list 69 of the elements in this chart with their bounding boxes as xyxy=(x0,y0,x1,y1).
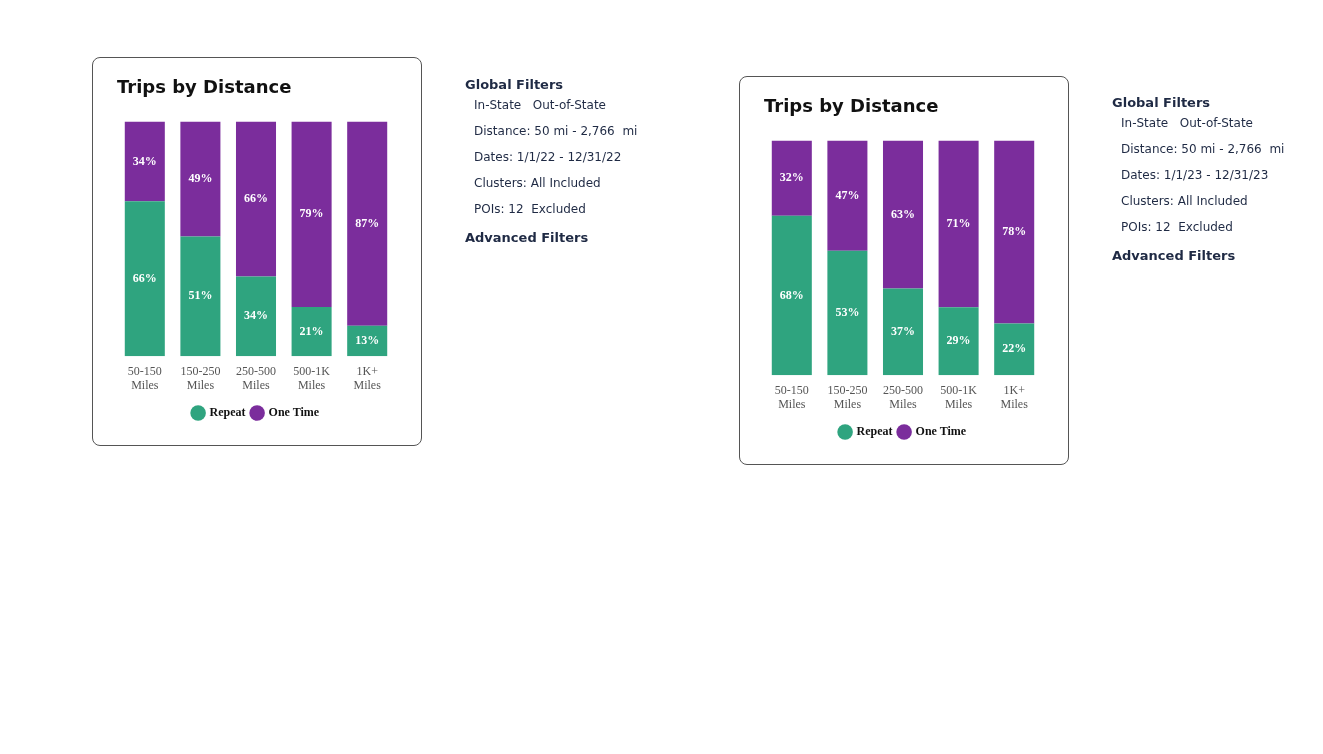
text: Global Filters xyxy=(465,77,565,92)
text: POIs: 12 Excluded xyxy=(474,201,587,218)
data-label: 22% xyxy=(1002,341,1027,356)
legend-label: Repeat xyxy=(856,424,893,439)
data-label: 37% xyxy=(891,323,915,338)
text: Dates: 1/1/22 - 12/31/22 xyxy=(474,149,623,166)
bar xyxy=(291,306,332,357)
text: In-State Out-of-State xyxy=(474,97,607,114)
legend-label: Repeat xyxy=(209,405,246,420)
x-tick-label: 50-150 Miles xyxy=(774,382,809,411)
bar xyxy=(180,121,221,237)
x-tick-label: 150-250 Miles xyxy=(827,382,868,411)
data-label: 21% xyxy=(299,323,324,338)
data-label: 47% xyxy=(835,187,860,202)
bar xyxy=(124,121,165,202)
data-label: 29% xyxy=(946,333,971,348)
data-label: 34% xyxy=(244,308,268,323)
x-tick-label: 250-500 Miles xyxy=(236,363,276,392)
chart-title: Trips by Distance xyxy=(764,95,939,117)
data-label: 51% xyxy=(188,288,213,303)
bar xyxy=(938,140,979,308)
text: POIs: 12 Excluded xyxy=(1121,219,1234,236)
bar xyxy=(938,307,979,376)
x-tick-label: 250-500 Miles xyxy=(883,382,923,411)
x-tick-label: 500-1K Miles xyxy=(293,363,331,392)
data-label: 49% xyxy=(188,171,213,186)
bar xyxy=(994,140,1035,324)
data-label: 66% xyxy=(132,270,157,285)
bar xyxy=(291,121,332,307)
x-tick-label: 500-1K Miles xyxy=(940,382,978,411)
data-label: 66% xyxy=(244,191,268,206)
data-label: 34% xyxy=(132,153,157,168)
text: Advanced Filters xyxy=(465,230,590,245)
bar xyxy=(235,121,277,277)
data-label: 63% xyxy=(891,206,915,221)
bar xyxy=(235,276,277,357)
data-label: 53% xyxy=(835,305,860,320)
bar xyxy=(771,215,812,376)
bar xyxy=(827,250,868,376)
data-label: 71% xyxy=(946,215,971,230)
text: Advanced Filters xyxy=(1112,248,1237,263)
text: Distance: 50 mi - 2,766 mi xyxy=(474,123,639,140)
data-label: 32% xyxy=(779,170,804,185)
legend-label: One Time xyxy=(915,424,967,439)
chart-title: Trips by Distance xyxy=(117,76,292,98)
text: Dates: 1/1/23 - 12/31/23 xyxy=(1121,167,1270,184)
data-label: 78% xyxy=(1002,224,1027,239)
x-tick-label: 1K+ Miles xyxy=(1000,382,1029,411)
bar xyxy=(180,236,221,357)
data-label: 79% xyxy=(299,206,324,221)
x-tick-label: 150-250 Miles xyxy=(180,363,221,392)
data-label: 13% xyxy=(355,333,380,348)
bar xyxy=(882,140,924,289)
text: Global Filters xyxy=(1112,95,1212,110)
bar xyxy=(124,201,165,357)
bar xyxy=(771,140,812,216)
legend-label: One Time xyxy=(268,405,320,420)
bar xyxy=(994,323,1035,376)
bar xyxy=(882,288,924,376)
data-label: 87% xyxy=(355,215,380,230)
x-tick-label: 1K+ Miles xyxy=(353,363,382,392)
bar xyxy=(347,121,388,326)
data-label: 68% xyxy=(779,287,804,302)
text: In-State Out-of-State xyxy=(1121,115,1254,132)
text: Clusters: All Included xyxy=(474,175,602,192)
x-tick-label: 50-150 Miles xyxy=(127,363,162,392)
bar xyxy=(827,140,868,251)
text: Distance: 50 mi - 2,766 mi xyxy=(1121,141,1286,158)
text: Clusters: All Included xyxy=(1121,193,1249,210)
